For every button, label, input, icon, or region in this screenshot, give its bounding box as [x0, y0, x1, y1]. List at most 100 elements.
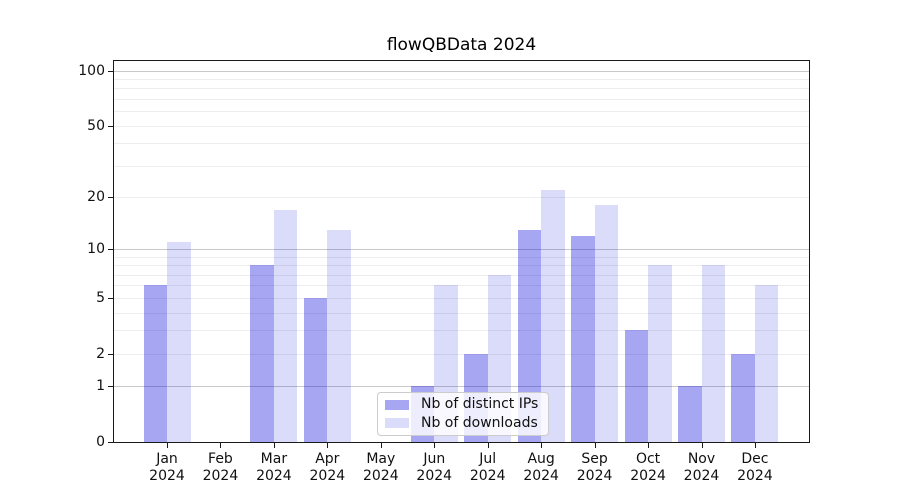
y-tick-label: 5 — [96, 289, 105, 306]
x-tick-mark — [487, 443, 489, 448]
x-tick-label-oct: Oct 2024 — [613, 451, 683, 485]
gridline-minor — [114, 165, 809, 167]
x-tick-text: 2024 — [416, 468, 453, 484]
x-tick-text: 2024 — [630, 468, 666, 484]
bar-nb-of-distinct-ips-nov — [678, 386, 702, 442]
y-tick-mark — [108, 249, 113, 251]
x-tick-label-sep: Sep 2024 — [560, 451, 630, 485]
y-tick-label: 10 — [87, 241, 105, 258]
y-tick-mark — [108, 197, 113, 199]
x-tick-mark — [754, 443, 756, 448]
x-tick-mark — [434, 443, 436, 448]
y-tick-mark — [108, 70, 113, 72]
legend: Nb of distinct IPs Nb of downloads — [377, 392, 549, 436]
bar-nb-of-downloads-dec — [754, 285, 779, 442]
x-tick-label-jul: Jul 2024 — [453, 451, 523, 485]
gridline-minor — [114, 297, 809, 299]
x-tick-label-dec: Dec 2024 — [720, 451, 790, 485]
x-tick-mark — [327, 443, 329, 448]
bar-nb-of-distinct-ips-jan — [143, 285, 167, 442]
x-tick-text: 2024 — [469, 468, 506, 484]
gridline-minor — [114, 143, 809, 145]
y-tick-mark — [108, 442, 113, 443]
bar-nb-of-distinct-ips-dec — [731, 353, 755, 442]
gridline-minor — [114, 79, 809, 81]
x-tick-text: 2024 — [523, 468, 559, 484]
x-tick-mark — [594, 443, 596, 448]
legend-label-downloads: Nb of downloads — [421, 414, 538, 431]
bar-nb-of-downloads-nov — [701, 265, 725, 442]
y-tick-label: 20 — [87, 189, 105, 206]
chart-title: flowQBData 2024 — [386, 35, 537, 55]
bar-nb-of-distinct-ips-sep — [571, 235, 595, 442]
x-tick-mark — [648, 443, 650, 448]
x-tick-text: Jul — [479, 451, 497, 467]
x-tick-label-aug: Aug 2024 — [506, 451, 576, 485]
x-tick-text: Aug — [527, 451, 555, 467]
bar-nb-of-distinct-ips-mar — [250, 265, 274, 442]
x-tick-label-nov: Nov 2024 — [667, 451, 737, 485]
x-tick-label-feb: Feb 2024 — [185, 451, 255, 485]
gridline-minor — [114, 274, 809, 276]
x-tick-text: 2024 — [256, 468, 292, 484]
gridline-minor — [114, 197, 809, 199]
bar-nb-of-downloads-jan — [167, 242, 191, 442]
bar-nb-of-downloads-mar — [273, 209, 298, 442]
legend-swatch-downloads — [385, 418, 409, 429]
y-tick-mark — [108, 386, 113, 388]
x-tick-text: Feb — [208, 451, 233, 467]
x-tick-text: 2024 — [576, 468, 613, 484]
x-tick-text: 2024 — [202, 468, 239, 484]
gridline-minor — [114, 330, 809, 332]
legend-item-distinct-ips: Nb of distinct IPs — [385, 396, 540, 413]
gridline-major — [114, 386, 809, 388]
y-tick-label: 2 — [96, 345, 105, 362]
x-tick-text: Sep — [581, 451, 608, 467]
x-tick-label-jan: Jan 2024 — [132, 451, 202, 485]
x-tick-mark — [273, 443, 275, 448]
x-tick-label-apr: Apr 2024 — [292, 451, 362, 485]
x-tick-label-mar: Mar 2024 — [239, 451, 309, 485]
gridline-minor — [114, 256, 809, 258]
x-tick-text: May — [366, 451, 396, 467]
x-tick-mark — [541, 443, 543, 448]
legend-swatch-distinct-ips — [385, 399, 409, 410]
y-tick-mark — [108, 125, 113, 127]
gridline-minor — [114, 353, 809, 355]
gridline-minor — [114, 99, 809, 101]
legend-label-distinct-ips: Nb of distinct IPs — [421, 396, 539, 413]
x-tick-text: 2024 — [309, 468, 346, 484]
y-tick-label: 50 — [87, 117, 105, 134]
x-tick-text: Oct — [635, 451, 661, 467]
x-tick-mark — [380, 443, 382, 448]
gridline-major — [114, 249, 809, 251]
x-tick-mark — [701, 443, 703, 448]
x-tick-text: Jun — [423, 451, 446, 467]
x-tick-text: Jan — [156, 451, 178, 467]
x-tick-text: Mar — [260, 451, 288, 467]
bar-nb-of-downloads-apr — [327, 229, 351, 442]
y-tick-label: 100 — [78, 62, 105, 79]
bar-nb-of-distinct-ips-aug — [517, 229, 542, 442]
gridline-minor — [114, 111, 809, 113]
plot-area — [113, 60, 810, 443]
x-tick-text: 2024 — [362, 468, 399, 484]
y-tick-label: 1 — [96, 378, 105, 395]
gridline-major — [114, 70, 809, 72]
gridline-minor — [114, 125, 809, 127]
x-tick-text: Nov — [687, 451, 716, 467]
y-tick-mark — [108, 297, 113, 299]
x-tick-text: Apr — [315, 451, 340, 467]
gridline-minor — [114, 285, 809, 287]
x-tick-label-jun: Jun 2024 — [399, 451, 469, 485]
x-tick-label-may: May 2024 — [346, 451, 416, 485]
x-tick-text: 2024 — [149, 468, 185, 484]
bar-nb-of-downloads-aug — [541, 189, 565, 442]
x-tick-text: Dec — [741, 451, 769, 467]
y-tick-mark — [108, 353, 113, 355]
x-tick-text: 2024 — [683, 468, 720, 484]
legend-item-downloads: Nb of downloads — [385, 415, 540, 432]
x-tick-mark — [167, 443, 168, 448]
bar-nb-of-downloads-oct — [648, 265, 672, 442]
